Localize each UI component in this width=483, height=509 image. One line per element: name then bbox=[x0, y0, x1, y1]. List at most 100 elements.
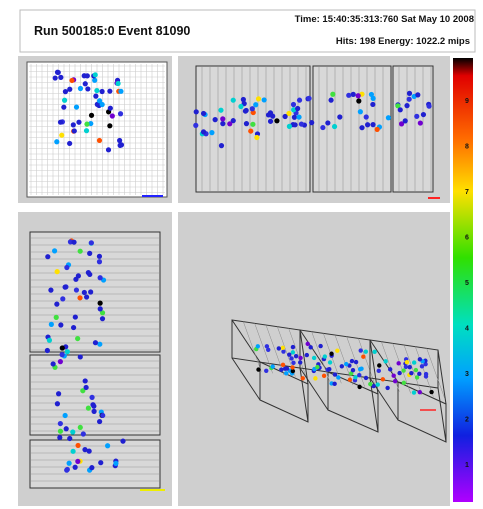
box-edge bbox=[231, 357, 261, 401]
hit bbox=[66, 460, 72, 466]
hit bbox=[71, 128, 77, 134]
hit bbox=[88, 112, 95, 118]
box-edge bbox=[299, 367, 329, 411]
hit bbox=[414, 375, 420, 380]
hit bbox=[296, 114, 302, 120]
box-grid bbox=[381, 341, 400, 392]
hit bbox=[96, 259, 103, 265]
box-edge bbox=[369, 377, 379, 433]
hit bbox=[64, 264, 70, 271]
hit bbox=[77, 85, 84, 92]
hit bbox=[97, 306, 103, 312]
color-bar bbox=[453, 58, 473, 502]
hit bbox=[92, 340, 99, 346]
views bbox=[26, 61, 447, 491]
hit bbox=[395, 103, 401, 109]
hit bbox=[92, 72, 98, 78]
hit bbox=[419, 364, 425, 369]
hit bbox=[250, 121, 256, 127]
hit bbox=[118, 142, 125, 148]
hit bbox=[80, 388, 86, 394]
hit bbox=[296, 97, 303, 103]
hit bbox=[107, 88, 113, 94]
hit bbox=[327, 360, 333, 365]
hit bbox=[417, 371, 422, 377]
color-bar-label: 7 bbox=[465, 189, 469, 196]
hit bbox=[96, 137, 103, 144]
hit bbox=[406, 96, 412, 102]
hit bbox=[282, 366, 288, 371]
hit bbox=[99, 101, 105, 108]
hit bbox=[339, 364, 345, 369]
hit bbox=[238, 103, 244, 110]
hit bbox=[72, 464, 78, 470]
color-bar-label: 4 bbox=[465, 326, 469, 333]
hit bbox=[99, 316, 106, 322]
hit bbox=[291, 107, 297, 113]
hit bbox=[385, 115, 392, 121]
hit bbox=[357, 367, 363, 372]
hit bbox=[82, 81, 88, 87]
hit bbox=[300, 376, 305, 381]
hit bbox=[407, 364, 412, 370]
separator bbox=[172, 56, 178, 506]
hit bbox=[254, 134, 260, 141]
hit bbox=[227, 121, 233, 127]
hit bbox=[61, 97, 68, 103]
hit bbox=[391, 373, 396, 378]
hit bbox=[59, 345, 65, 351]
hit bbox=[44, 347, 50, 354]
hit bbox=[70, 122, 76, 128]
hit bbox=[249, 106, 255, 112]
hit bbox=[417, 357, 423, 362]
hit bbox=[193, 109, 199, 115]
hit bbox=[361, 354, 366, 359]
hit bbox=[64, 466, 70, 473]
hit bbox=[75, 442, 81, 449]
hit bbox=[87, 271, 93, 278]
hit bbox=[48, 287, 54, 293]
hit bbox=[332, 372, 338, 377]
hit bbox=[276, 346, 282, 351]
box-grid bbox=[403, 344, 423, 396]
hit bbox=[370, 101, 376, 108]
hit bbox=[81, 73, 87, 79]
hit bbox=[54, 139, 60, 145]
hit bbox=[75, 458, 81, 464]
hit bbox=[266, 347, 271, 352]
hit bbox=[77, 424, 83, 431]
hit bbox=[413, 367, 419, 373]
hit bbox=[51, 248, 58, 254]
hit bbox=[292, 122, 298, 128]
hit bbox=[73, 287, 80, 293]
hit bbox=[280, 345, 285, 350]
hit bbox=[96, 253, 103, 259]
hit bbox=[98, 460, 104, 466]
hit bbox=[77, 295, 83, 301]
color-bar-label: 9 bbox=[465, 98, 469, 105]
hit bbox=[403, 364, 409, 370]
hit bbox=[57, 420, 63, 427]
hit bbox=[99, 88, 105, 95]
hit bbox=[350, 91, 356, 97]
hit bbox=[332, 381, 337, 387]
hit bbox=[417, 389, 422, 395]
hit bbox=[311, 355, 317, 361]
hit bbox=[63, 426, 69, 432]
hit bbox=[290, 344, 296, 350]
hit bbox=[414, 113, 420, 119]
box-grid bbox=[415, 346, 434, 397]
color-bar-label: 1 bbox=[465, 462, 469, 469]
box-grid bbox=[311, 331, 330, 382]
stats-label: Hits: 198 Energy: 1022.2 mips bbox=[336, 36, 470, 47]
hit bbox=[200, 129, 207, 135]
hit bbox=[402, 118, 408, 124]
hit bbox=[73, 104, 80, 110]
hit bbox=[264, 368, 269, 373]
hit bbox=[298, 121, 305, 127]
hit bbox=[62, 284, 68, 290]
hit bbox=[304, 352, 310, 358]
hit bbox=[93, 93, 99, 99]
hit bbox=[264, 344, 270, 349]
hit bbox=[57, 428, 64, 434]
